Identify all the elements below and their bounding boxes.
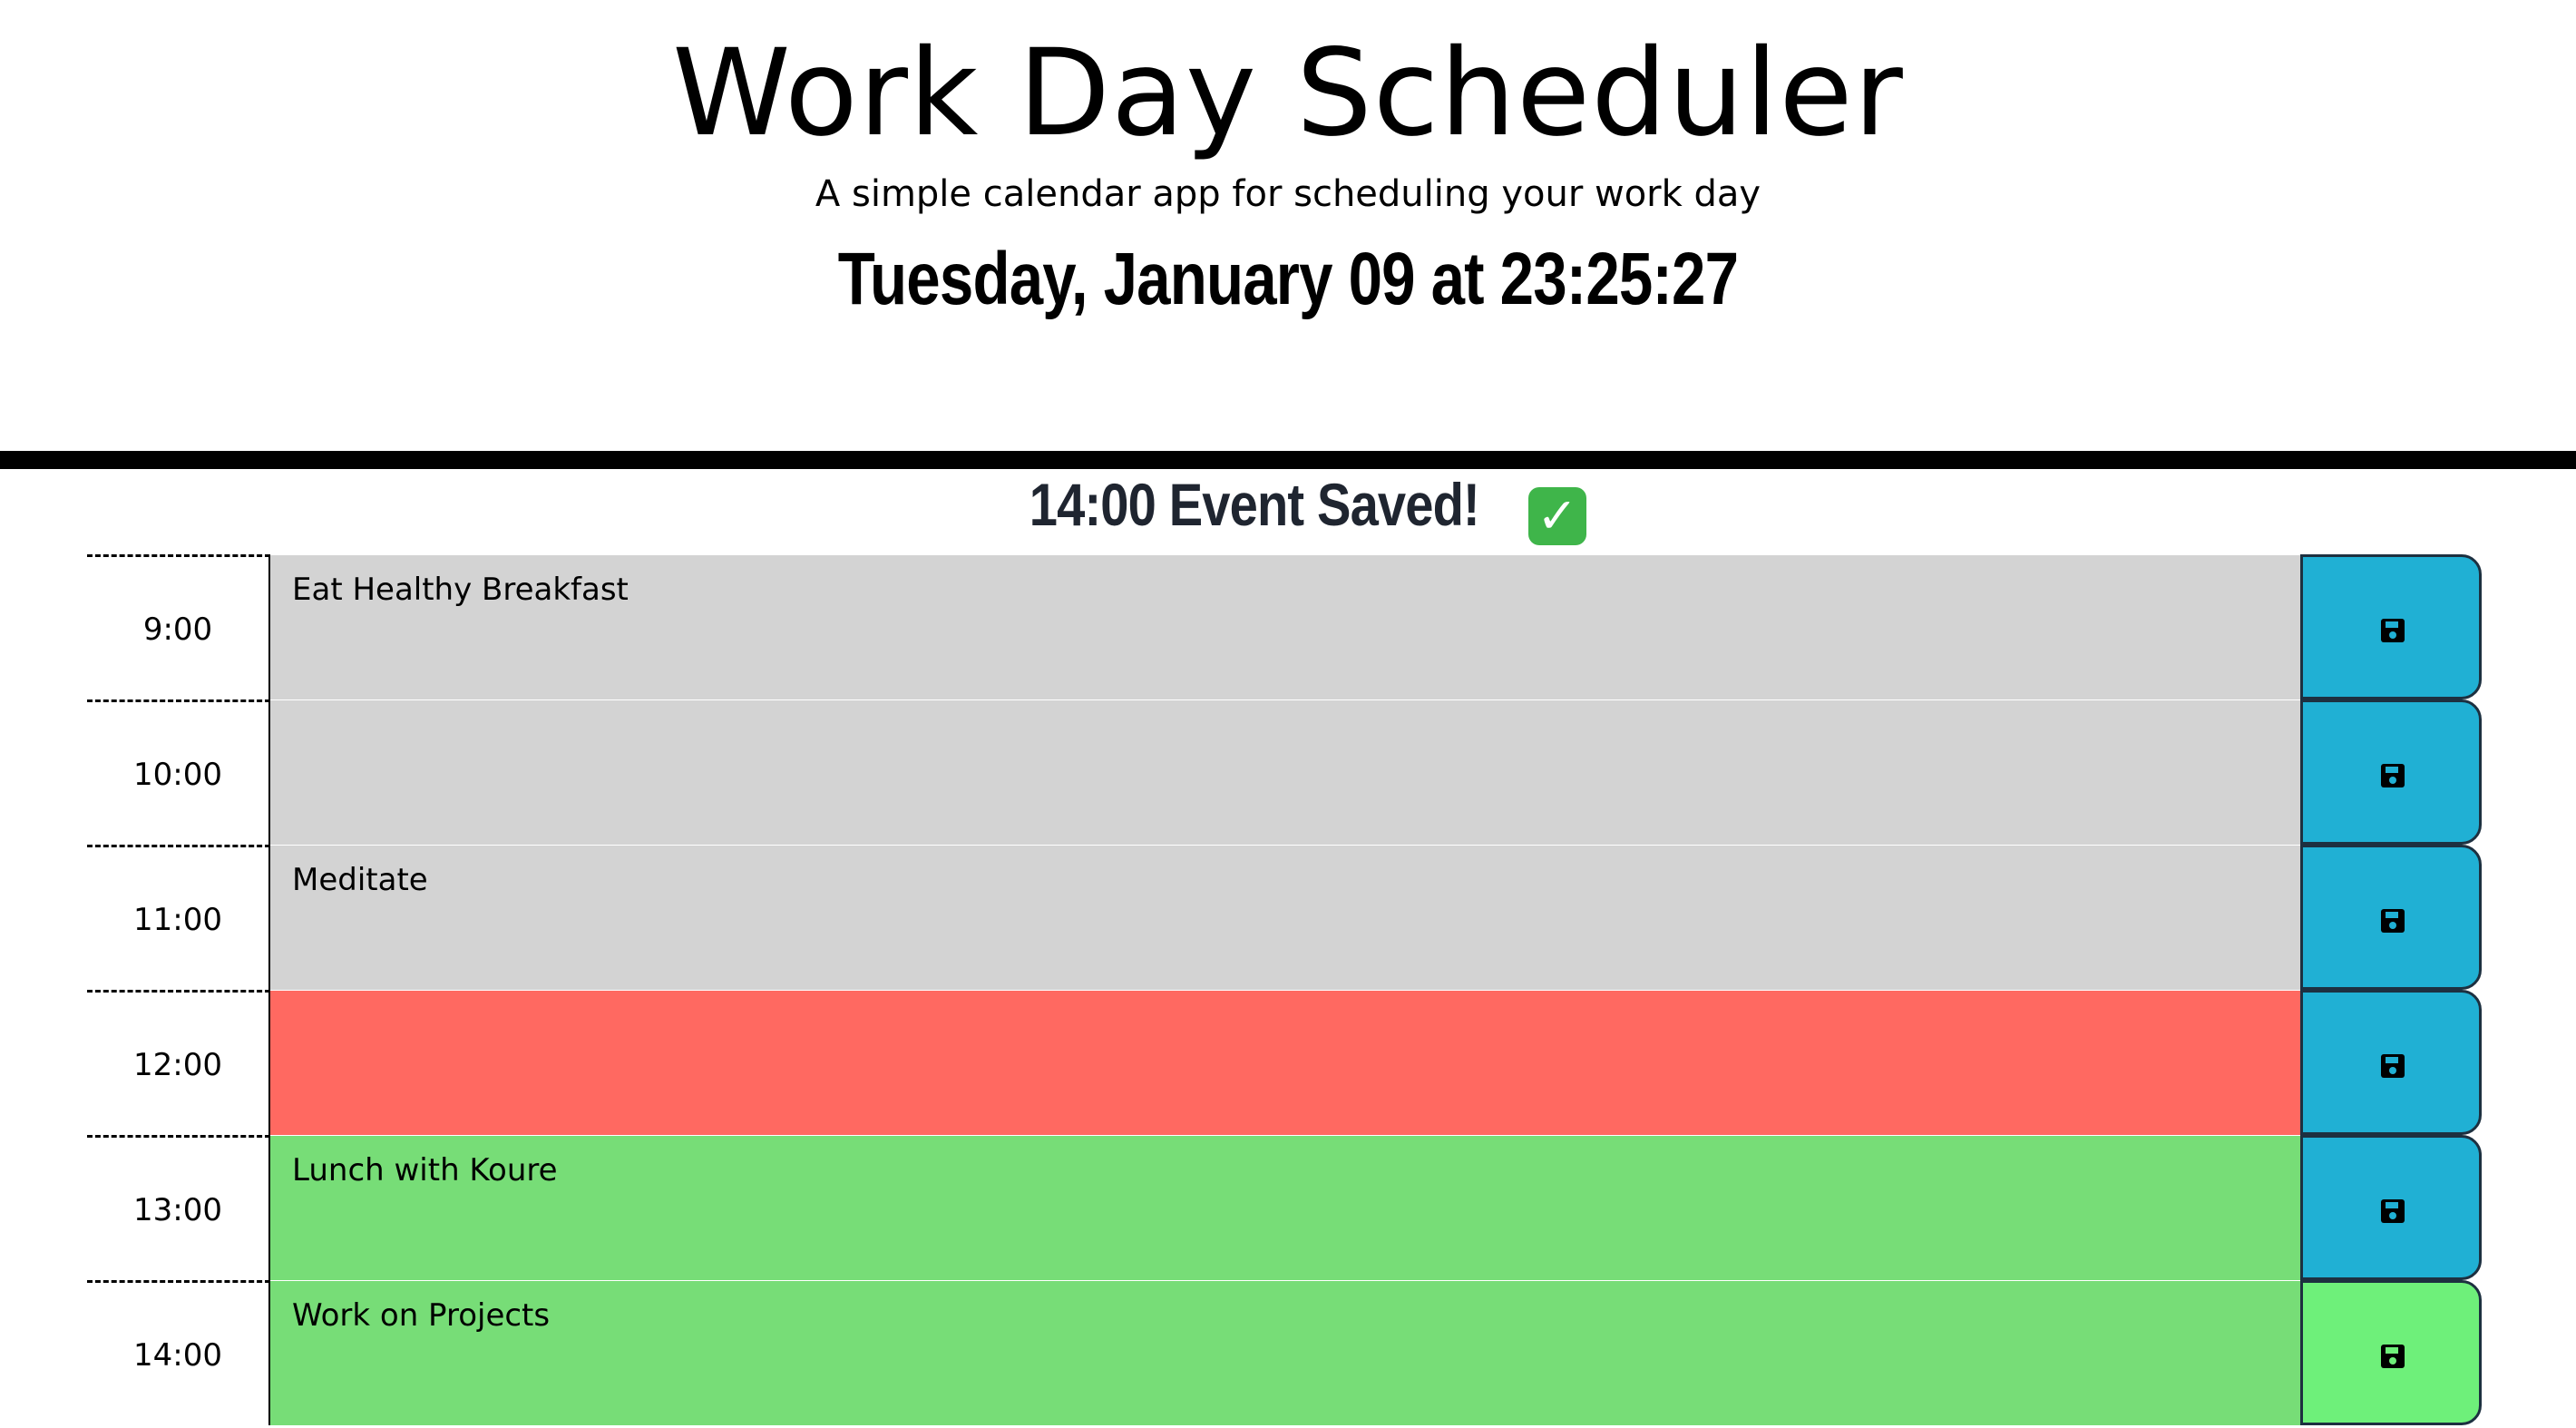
time-block-13: 13:00 Lunch with Koure [0,1135,2576,1280]
save-button[interactable] [2300,699,2482,845]
time-block-11: 11:00 Meditate [0,845,2576,990]
hour-label: 9:00 [87,554,270,699]
time-block-10: 10:00 [0,699,2576,845]
floppy-disk-icon [2381,619,2405,642]
header: Work Day Scheduler A simple calendar app… [0,0,2576,451]
floppy-disk-icon [2381,1199,2405,1223]
time-block-14: 14:00 Work on Projects [0,1280,2576,1425]
hour-label: 14:00 [87,1280,270,1425]
save-status-text: 14:00 Event Saved! [1029,471,1480,538]
floppy-disk-icon [2381,909,2405,933]
page-title: Work Day Scheduler [672,24,1904,163]
save-button[interactable] [2300,1280,2482,1425]
save-button[interactable] [2300,845,2482,990]
floppy-disk-icon [2381,1054,2405,1078]
event-description-input[interactable]: Lunch with Koure [270,1135,2302,1280]
event-description-input[interactable]: Work on Projects [270,1280,2302,1425]
header-divider [0,451,2576,469]
save-button[interactable] [2300,990,2482,1135]
check-mark-icon: ✓ [1527,487,1586,545]
event-description-input[interactable] [270,699,2302,845]
event-description-input[interactable]: Eat Healthy Breakfast [270,554,2302,699]
event-description-input[interactable]: Meditate [270,845,2302,990]
hour-label: 13:00 [87,1135,270,1280]
current-datetime: Tuesday, January 09 at 23:25:27 [837,238,1739,320]
hour-label: 10:00 [87,699,270,845]
hour-label: 12:00 [87,990,270,1135]
save-status-message: 14:00 Event Saved! ✓ [0,470,2576,545]
save-button[interactable] [2300,1135,2482,1280]
time-block-12: 12:00 [0,990,2576,1135]
event-description-input[interactable] [270,990,2302,1135]
page-subtitle: A simple calendar app for scheduling you… [815,173,1761,215]
save-button[interactable] [2300,554,2482,699]
floppy-disk-icon [2381,1345,2405,1368]
floppy-disk-icon [2381,764,2405,787]
time-block-9: 9:00 Eat Healthy Breakfast [0,554,2576,699]
hour-label: 11:00 [87,845,270,990]
